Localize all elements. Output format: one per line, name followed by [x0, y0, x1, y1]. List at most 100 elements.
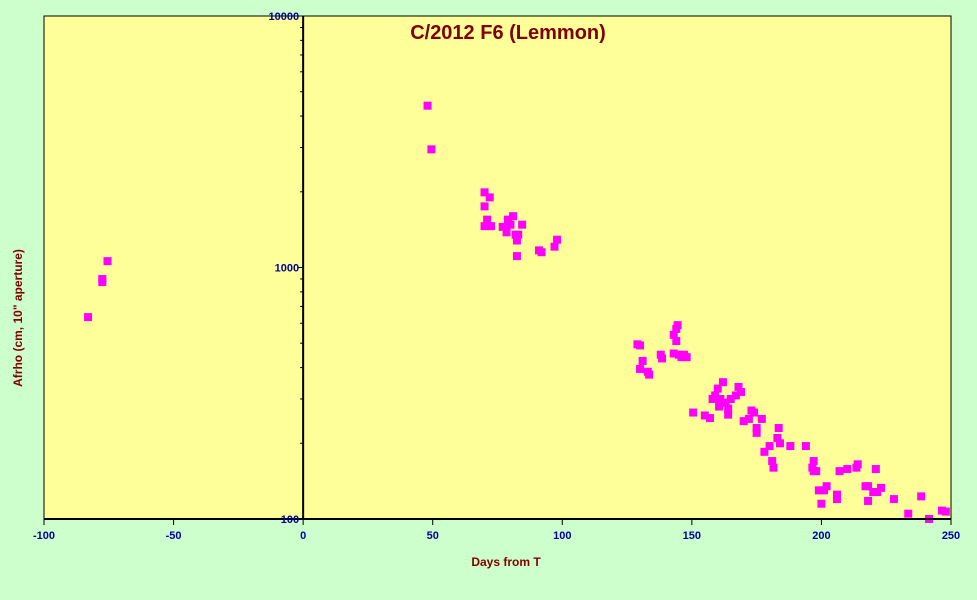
data-point — [769, 463, 778, 472]
data-point — [700, 411, 709, 420]
data-point — [645, 370, 654, 379]
data-point — [483, 215, 492, 224]
data-point — [737, 387, 746, 396]
data-point — [669, 349, 678, 358]
chart-title: C/2012 F6 (Lemmon) — [410, 22, 606, 44]
data-point — [835, 467, 844, 476]
y-ticks: 100 1000 10000 — [269, 11, 304, 526]
data-point — [715, 402, 724, 411]
data-markers — [84, 101, 950, 523]
y-axis-label: Afrho (cm, 10" aperture) — [11, 249, 25, 387]
data-point — [726, 395, 735, 404]
data-point — [731, 391, 740, 400]
data-point — [689, 408, 698, 417]
data-point — [877, 483, 886, 492]
data-point — [485, 193, 494, 202]
data-point — [734, 382, 743, 391]
data-point — [721, 398, 730, 407]
data-point — [822, 482, 831, 491]
data-point — [724, 404, 733, 413]
x-ticks: -100 -50 0 50 100 150 200 250 — [33, 519, 960, 542]
data-point — [423, 101, 432, 110]
data-point — [427, 145, 436, 154]
y-tick-label: 1000 — [275, 263, 299, 275]
x-tick-label: 50 — [427, 530, 439, 542]
data-point — [487, 222, 496, 231]
data-point — [744, 414, 753, 423]
data-point — [553, 235, 562, 244]
data-point — [757, 414, 766, 423]
data-point — [801, 442, 810, 451]
data-point — [853, 460, 862, 469]
data-point — [84, 313, 93, 322]
x-tick-label: 250 — [942, 530, 960, 542]
data-point — [871, 465, 880, 474]
data-point — [832, 495, 841, 504]
data-point — [775, 439, 784, 448]
data-point — [786, 442, 795, 451]
x-tick-label: 150 — [683, 530, 701, 542]
data-point — [506, 220, 515, 229]
data-point — [705, 414, 714, 423]
data-point — [480, 222, 489, 231]
data-point — [638, 356, 647, 365]
data-point — [636, 341, 645, 350]
data-point — [752, 428, 761, 437]
data-point — [773, 433, 782, 442]
data-point — [750, 408, 759, 417]
data-point — [809, 457, 818, 466]
data-point — [812, 467, 821, 476]
data-point — [814, 486, 823, 495]
data-point — [512, 252, 521, 261]
data-point — [672, 337, 681, 346]
plot-frame — [43, 15, 952, 520]
data-point — [739, 417, 748, 426]
data-point — [752, 424, 761, 433]
data-point — [774, 424, 783, 433]
x-tick-label: -50 — [166, 530, 182, 542]
data-point — [832, 490, 841, 499]
data-point — [503, 215, 512, 224]
data-point — [98, 278, 107, 287]
x-tick-label: 200 — [812, 530, 830, 542]
x-tick-label: -100 — [33, 530, 55, 542]
data-point — [716, 395, 725, 404]
data-point — [765, 442, 774, 451]
data-point — [760, 447, 769, 456]
data-point — [537, 248, 546, 257]
data-point — [718, 378, 727, 387]
data-point — [820, 486, 829, 495]
plot-area — [44, 16, 951, 519]
data-point — [636, 364, 645, 373]
data-point — [941, 507, 950, 516]
data-point — [518, 220, 527, 229]
data-point — [480, 202, 489, 211]
y-tick-label: 10000 — [269, 11, 300, 23]
data-point — [713, 384, 722, 393]
data-point — [103, 257, 112, 266]
data-point — [550, 242, 559, 251]
data-point — [673, 321, 682, 330]
data-point — [843, 465, 852, 474]
data-point — [669, 330, 678, 339]
x-axis-label: Days from T — [471, 555, 541, 569]
data-point — [917, 492, 926, 501]
data-point — [658, 354, 667, 363]
data-point — [682, 353, 691, 362]
data-point — [480, 188, 489, 197]
data-point — [817, 499, 826, 508]
data-point — [889, 495, 898, 504]
data-point — [512, 236, 521, 245]
data-point — [724, 410, 733, 419]
data-point — [498, 222, 507, 231]
data-point — [514, 230, 523, 239]
data-point — [509, 212, 518, 221]
y-tick-label: 100 — [281, 514, 299, 526]
data-point — [711, 391, 720, 400]
data-point — [768, 457, 777, 466]
x-tick-label: 0 — [300, 530, 306, 542]
x-tick-label: 100 — [553, 530, 571, 542]
data-point — [502, 228, 511, 237]
data-point — [864, 482, 873, 491]
